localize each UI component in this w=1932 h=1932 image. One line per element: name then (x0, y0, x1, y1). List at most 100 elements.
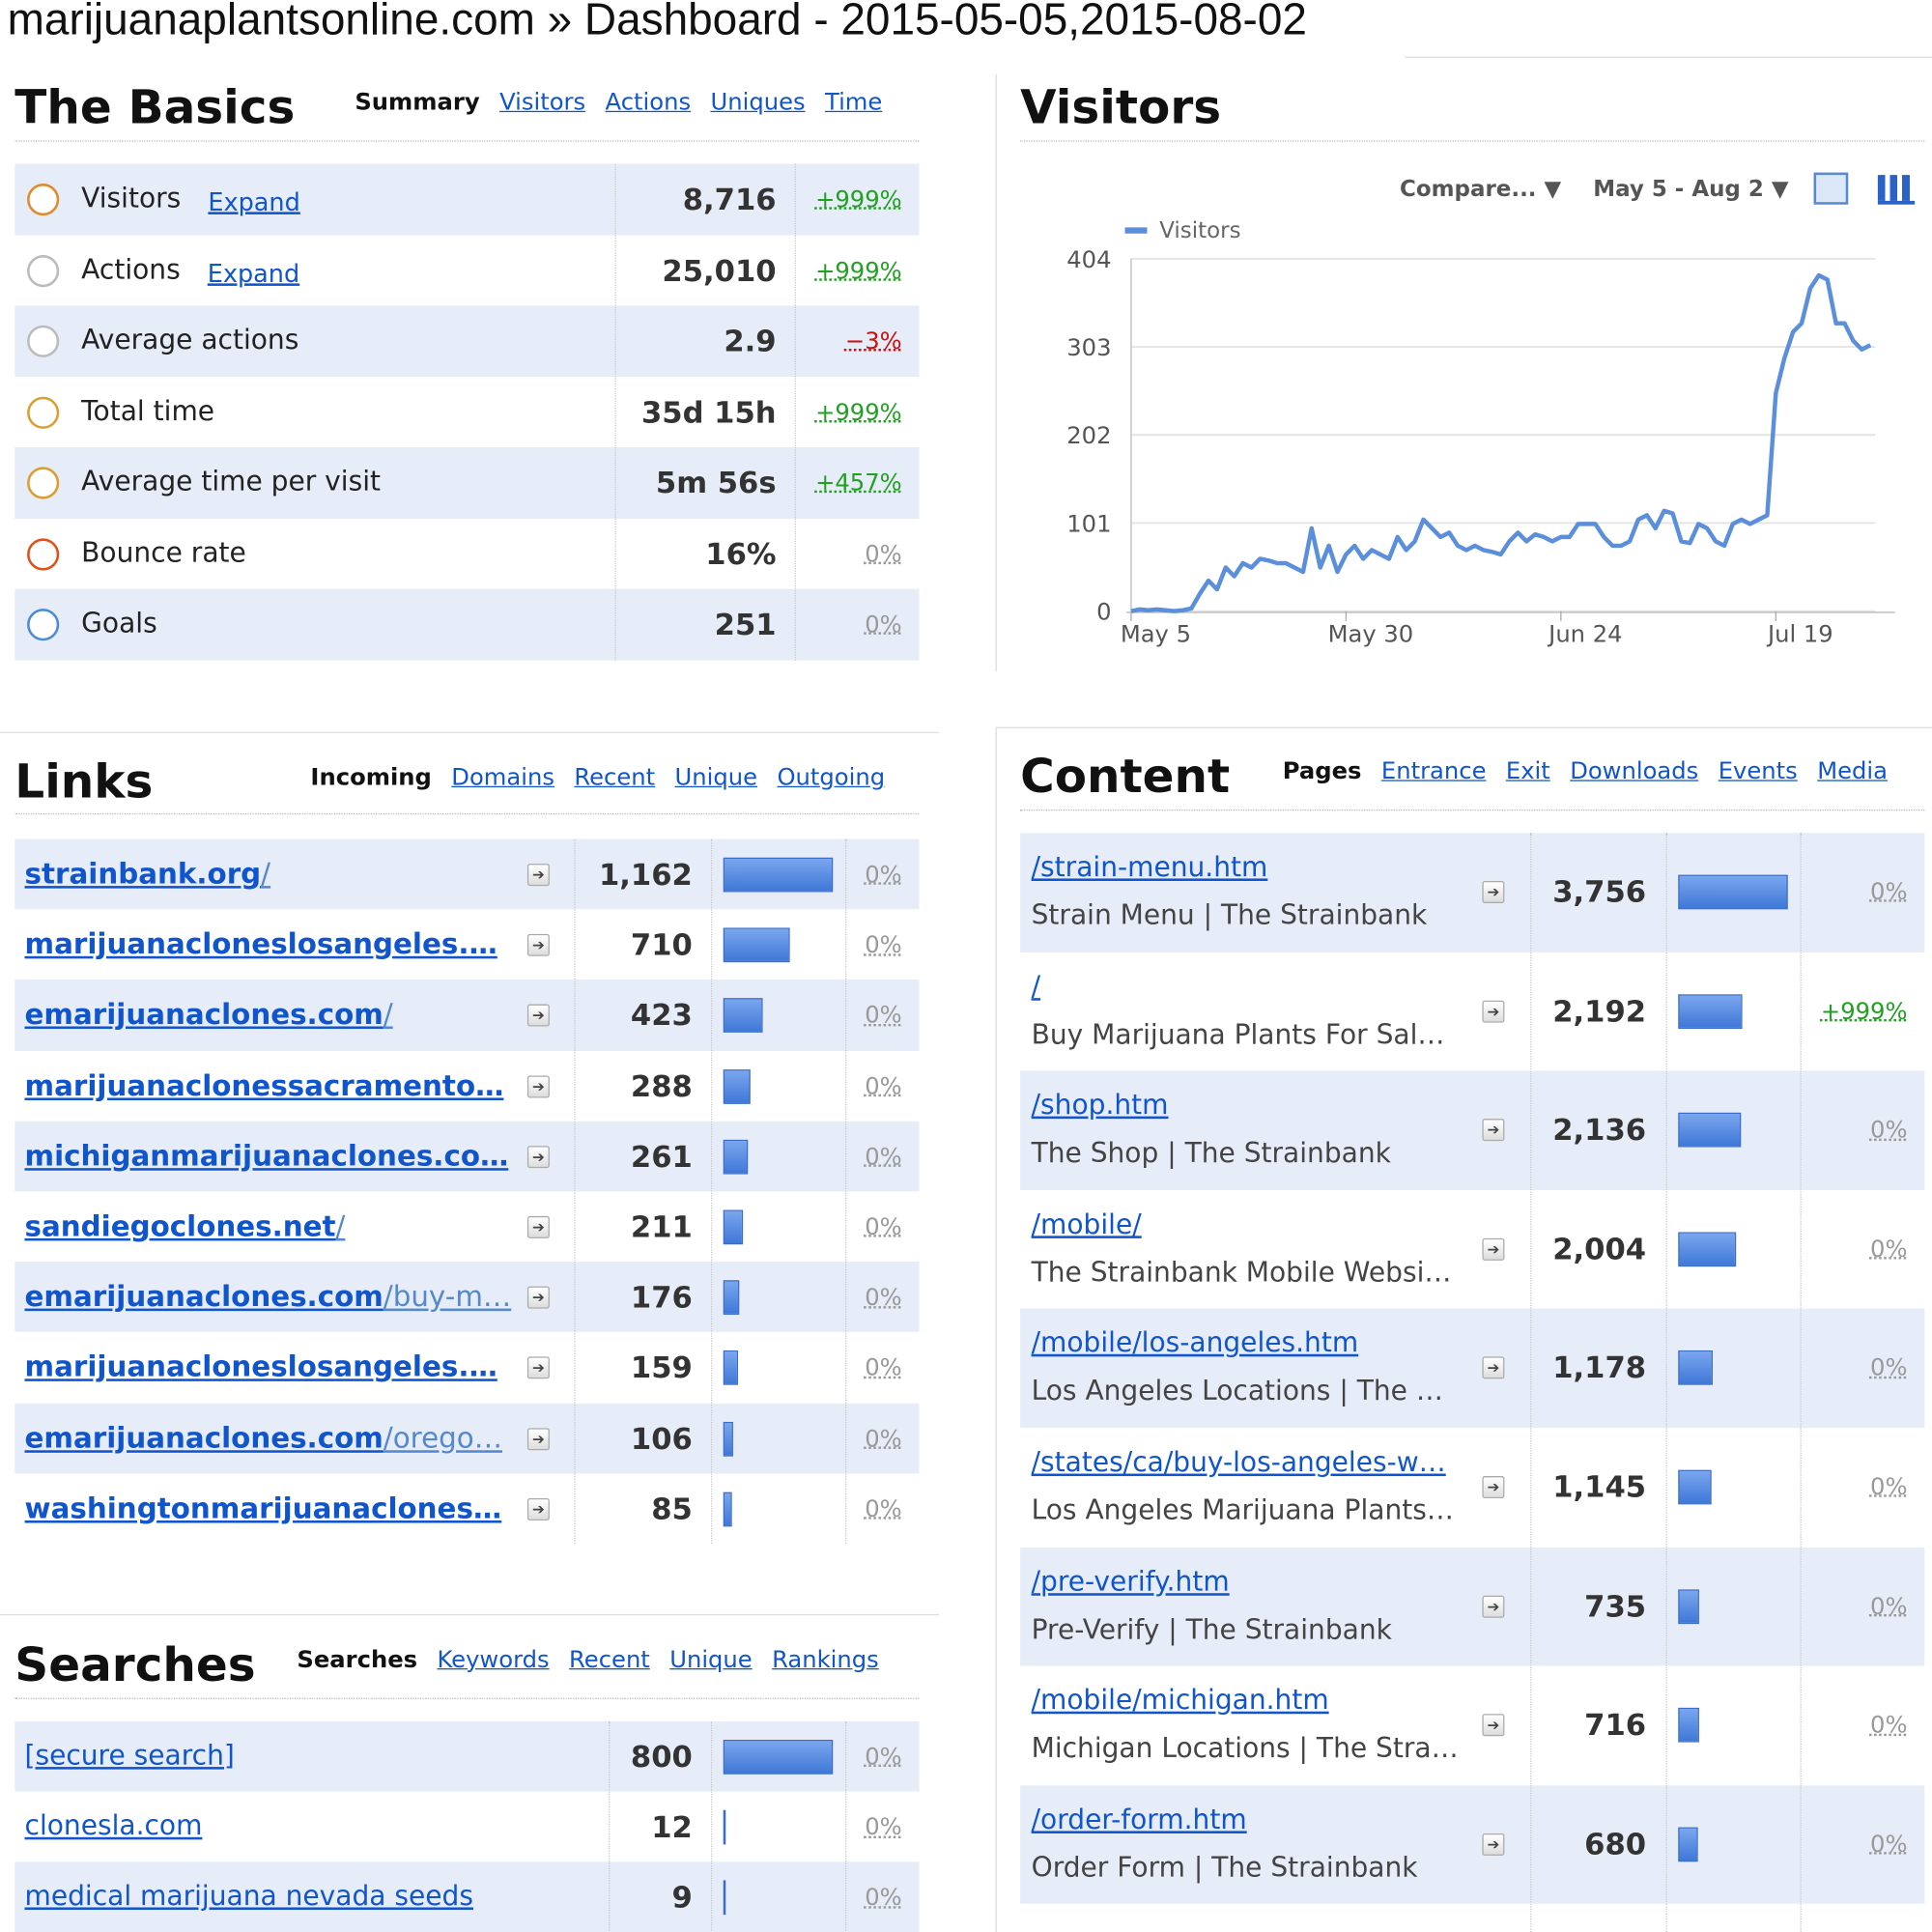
link-value: 85 (651, 1492, 693, 1527)
tab-link[interactable]: Media (1817, 757, 1889, 785)
page-change: 0% (1870, 1473, 1908, 1501)
link-change: 0% (865, 931, 902, 959)
column-divider (574, 838, 576, 1545)
stat-value: 251 (714, 607, 777, 642)
stat-row (14, 447, 920, 519)
link-value: 288 (630, 1068, 693, 1104)
row-action[interactable]: ➔ (526, 934, 550, 957)
stat-change: +999% (815, 398, 902, 426)
expand-link[interactable]: Expand (207, 258, 300, 288)
page-url[interactable]: /pre-verify.htm (1031, 1566, 1230, 1598)
tab-link[interactable]: Entrance (1380, 757, 1487, 785)
link-value: 1,162 (598, 857, 693, 893)
referrer[interactable]: marijuanacloneslosangeles.… (25, 924, 497, 966)
tab-link[interactable]: Events (1718, 757, 1798, 785)
tab-link[interactable]: Downloads (1570, 757, 1699, 785)
tab-link[interactable]: Unique (674, 763, 758, 791)
referrer[interactable]: sandiegoclones.net/ (25, 1207, 346, 1248)
bar (1678, 874, 1788, 910)
tab-link[interactable]: Exit (1505, 757, 1550, 785)
tab-link[interactable]: Recent (569, 1646, 650, 1674)
row-action[interactable]: ➔ (526, 1075, 550, 1097)
tab-link[interactable]: Recent (574, 763, 656, 791)
tab-link[interactable]: Uniques (710, 88, 806, 116)
stat-row (14, 518, 920, 589)
row-action[interactable]: ➔ (526, 1145, 550, 1168)
page-url[interactable]: /states/ca/buy-los-angeles-w… (1031, 1447, 1446, 1479)
page-url[interactable]: /order-form.htm (1031, 1804, 1247, 1836)
referrer[interactable]: emarijuanaclones.com/ (25, 995, 393, 1037)
tab-link[interactable]: Keywords (437, 1646, 550, 1674)
referrer[interactable]: emarijuanaclones.com/buy-m… (25, 1277, 512, 1319)
referrer-domain: michiganmarijuanaclones.co… (24, 1140, 509, 1174)
referrer-domain: emarijuanaclones.com (24, 999, 384, 1033)
column-divider (1665, 833, 1667, 1932)
stat-change: −3% (844, 327, 902, 355)
stat-change: +999% (815, 185, 902, 213)
chart-control[interactable]: May 5 - Aug 2 ▼ (1593, 176, 1789, 203)
page-change: +999% (1820, 997, 1908, 1025)
stat-label: Goals (81, 609, 157, 639)
search-term[interactable]: medical marijuana nevada seeds (24, 1882, 473, 1914)
row-action[interactable]: ➔ (526, 1497, 550, 1520)
row-action[interactable]: ➔ (1482, 1000, 1505, 1023)
chart-type-icon[interactable] (1877, 175, 1916, 205)
page-url[interactable]: /mobile/michigan.htm (1031, 1686, 1329, 1718)
tab-link[interactable]: Actions (605, 88, 692, 116)
search-value: 12 (651, 1809, 693, 1845)
link-value: 176 (630, 1280, 693, 1316)
page-url[interactable]: /shop.htm (1031, 1091, 1169, 1122)
page-url[interactable]: / (1031, 971, 1041, 1003)
row-action[interactable]: ➔ (526, 1286, 550, 1309)
row-action[interactable]: ➔ (1482, 1119, 1505, 1142)
row-action[interactable]: ➔ (1482, 1595, 1505, 1618)
tab-link[interactable]: Outgoing (777, 763, 886, 791)
row-action[interactable]: ➔ (526, 1356, 550, 1379)
row-action[interactable]: ➔ (1482, 880, 1505, 903)
row-action[interactable]: ➔ (526, 1215, 550, 1238)
row-action[interactable]: ➔ (1482, 1237, 1505, 1261)
referrer[interactable]: marijuanacloneslosangeles.… (25, 1348, 497, 1389)
tab-link[interactable]: Rankings (772, 1646, 879, 1674)
tab-link[interactable]: Time (825, 88, 883, 116)
referrer[interactable]: michiganmarijuanaclones.co… (25, 1136, 509, 1178)
tab-link[interactable]: Unique (669, 1646, 753, 1674)
search-term[interactable]: clonesla.com (24, 1811, 203, 1843)
page-title: Los Angeles Locations | The … (1031, 1377, 1443, 1408)
row-action[interactable]: ➔ (1482, 1476, 1505, 1499)
row-action[interactable]: ➔ (526, 1005, 550, 1027)
referrer[interactable]: washingtonmarijuanaclones… (25, 1489, 502, 1530)
row-action[interactable]: ➔ (1482, 1833, 1505, 1856)
tab-link[interactable]: Domains (451, 763, 554, 791)
row-action[interactable]: ➔ (526, 1427, 550, 1450)
page-url[interactable]: /strain-menu.htm (1031, 852, 1268, 884)
referrer[interactable]: marijuanaclonessacramento… (25, 1065, 504, 1107)
export-icon[interactable] (1813, 172, 1849, 205)
stat-value: 16% (705, 536, 777, 572)
search-term[interactable]: [secure search] (24, 1741, 235, 1773)
row-action[interactable]: ➔ (1482, 1714, 1505, 1737)
separator (1020, 140, 1925, 142)
panel-title: Content (1020, 749, 1231, 804)
referrer[interactable]: strainbank.org/ (25, 854, 271, 895)
referrer-path: / (383, 999, 393, 1033)
referrer[interactable]: emarijuanaclones.com/orego… (25, 1418, 503, 1460)
tab-active: Searches (297, 1646, 418, 1674)
chart-control[interactable]: Compare... ▼ (1399, 176, 1562, 203)
search-change: 0% (865, 1743, 902, 1771)
page-url[interactable]: /mobile/ (1031, 1209, 1142, 1241)
column-divider (844, 1720, 847, 1932)
link-value: 211 (630, 1209, 693, 1245)
search-row (14, 1861, 920, 1932)
bar (723, 1740, 834, 1775)
link-value: 423 (630, 998, 693, 1034)
link-value: 710 (630, 927, 693, 963)
expand-link[interactable]: Expand (208, 186, 300, 217)
tab-link[interactable]: Visitors (499, 88, 586, 116)
page-row (1020, 952, 1925, 1071)
page-url[interactable]: /mobile/los-angeles.htm (1031, 1328, 1359, 1360)
row-action[interactable]: ➔ (526, 864, 550, 887)
row-action[interactable]: ➔ (1482, 1356, 1505, 1379)
page-row (1020, 1189, 1925, 1310)
